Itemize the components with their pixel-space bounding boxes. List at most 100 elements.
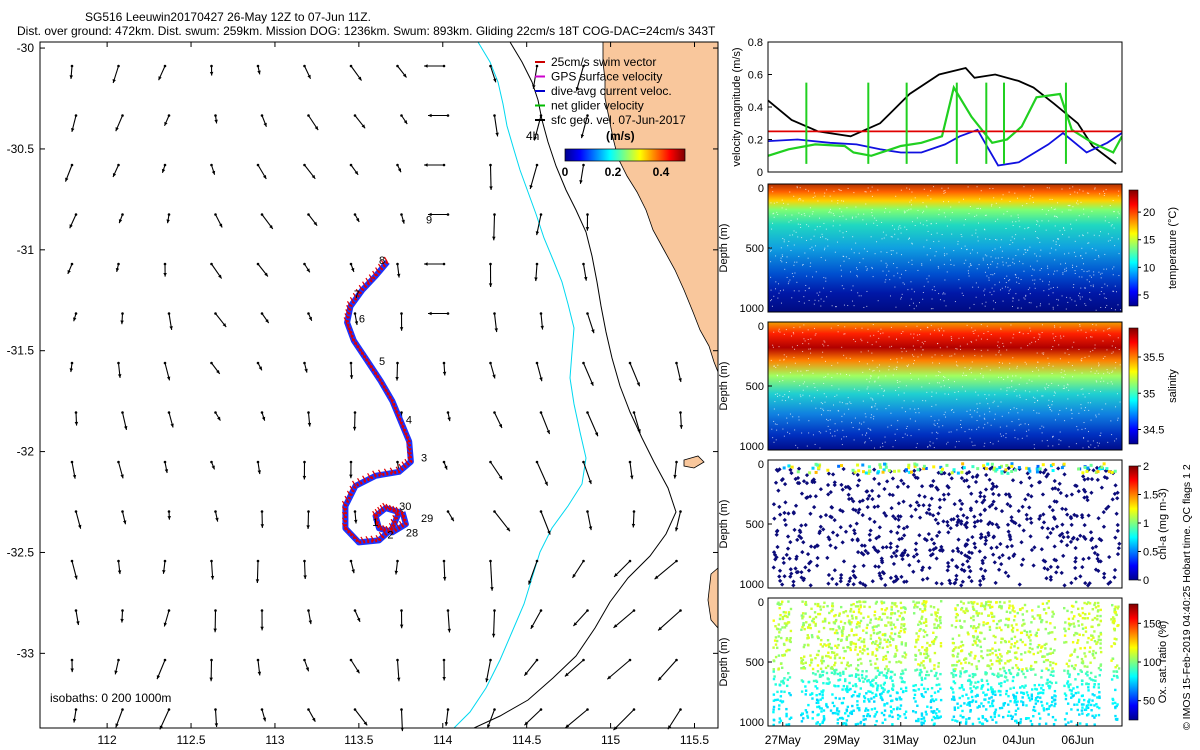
oxygen-sample xyxy=(1076,685,1079,689)
oxygen-sample xyxy=(1079,647,1082,650)
arrow-head xyxy=(572,573,576,578)
sample-dot xyxy=(944,393,946,395)
swim-vector xyxy=(365,277,370,284)
chla-sample xyxy=(957,498,963,503)
chla-sample xyxy=(991,534,997,539)
sample-dot xyxy=(773,295,775,297)
sample-dot xyxy=(788,390,790,392)
sample-dot xyxy=(802,264,804,266)
sample-dot xyxy=(847,403,849,405)
arrow-head xyxy=(314,126,319,131)
arrow-head xyxy=(490,587,494,591)
oxygen-sample xyxy=(849,610,852,613)
oxygen-sample xyxy=(1007,617,1011,621)
sample-dot xyxy=(843,260,845,262)
sample-dot xyxy=(1049,409,1051,411)
sample-dot xyxy=(1039,305,1041,307)
sample-dot xyxy=(876,224,878,226)
sample-dot xyxy=(1082,388,1084,390)
sample-dot xyxy=(871,212,873,214)
sample-dot xyxy=(896,380,898,382)
oxygen-sample xyxy=(1073,633,1076,637)
oxygen-sample xyxy=(1050,670,1053,673)
sample-dot xyxy=(770,202,772,204)
sample-dot xyxy=(962,337,964,339)
oxygen-sample xyxy=(1077,613,1081,616)
sample-dot xyxy=(989,238,991,240)
sample-dot xyxy=(926,278,928,280)
chla-sample xyxy=(1045,567,1050,572)
oxygen-sample xyxy=(990,663,994,666)
chla-sample xyxy=(905,524,910,529)
oxygen-sample xyxy=(923,607,927,611)
oxygen-sample xyxy=(1067,684,1070,687)
oxygen-sample xyxy=(1004,662,1007,665)
sample-dot xyxy=(889,295,891,297)
chla-sample xyxy=(1106,581,1111,586)
oxygen-sample xyxy=(1099,642,1102,645)
oxygen-sample xyxy=(854,675,858,678)
oxygen-sample xyxy=(862,715,865,718)
sample-dot xyxy=(1010,342,1012,344)
sample-dot xyxy=(789,279,791,281)
oxygen-sample xyxy=(1027,650,1030,653)
oxygen-sample xyxy=(973,601,976,604)
sample-dot xyxy=(865,416,867,418)
sample-dot xyxy=(928,382,930,384)
oxygen-sample xyxy=(899,687,903,691)
sample-dot xyxy=(931,432,933,434)
oxygen-sample xyxy=(852,684,855,688)
sample-dot xyxy=(1055,243,1057,245)
sample-dot xyxy=(882,395,884,397)
sample-dot xyxy=(857,213,859,215)
chla-sample xyxy=(785,546,791,551)
chla-sample xyxy=(929,496,934,501)
arrow-head xyxy=(492,374,496,379)
sample-dot xyxy=(1117,337,1119,339)
oxygen-sample xyxy=(882,683,886,686)
sample-dot xyxy=(823,195,825,197)
sample-dot xyxy=(774,393,776,395)
sample-dot xyxy=(1005,227,1007,229)
chla-surface-sample xyxy=(916,468,920,472)
chla-sample xyxy=(827,537,832,542)
map-y-axis: -30-30.5-31-31.5-32-32.5-33 xyxy=(7,41,718,660)
sample-dot xyxy=(872,370,874,372)
chla-sample xyxy=(804,480,810,486)
oxygen-sample xyxy=(955,664,958,667)
oxygen-sample xyxy=(874,666,877,670)
oxygen-sample xyxy=(858,708,861,712)
sample-dot xyxy=(1000,289,1002,291)
oxygen-sample xyxy=(829,709,833,712)
arrow-head xyxy=(399,624,404,629)
sample-dot xyxy=(814,328,816,330)
oxygen-sample xyxy=(842,697,845,700)
chla-sample xyxy=(846,485,851,490)
chla-surface-sample xyxy=(1085,469,1089,473)
sample-dot xyxy=(1023,253,1025,255)
sample-dot xyxy=(930,223,932,225)
oxygen-sample xyxy=(774,636,778,639)
oxygen-sample xyxy=(952,680,955,683)
sample-dot xyxy=(922,292,924,294)
sample-dot xyxy=(809,248,811,250)
sample-dot xyxy=(799,403,801,405)
chla-sample xyxy=(839,482,844,488)
sample-dot xyxy=(970,264,972,266)
oxygen-sample xyxy=(959,670,962,673)
sample-dot xyxy=(854,417,856,419)
chla-sample xyxy=(959,583,964,588)
oxygen-sample xyxy=(1091,699,1094,702)
sample-dot xyxy=(968,428,970,430)
oxygen-sample xyxy=(823,718,826,721)
sample-dot xyxy=(1088,409,1090,411)
sample-dot xyxy=(955,348,957,350)
oxygen-sample xyxy=(774,643,778,646)
oxygen-sample xyxy=(1014,700,1018,704)
chla-sample xyxy=(795,480,801,486)
chla-sample xyxy=(1029,547,1035,553)
sample-dot xyxy=(899,381,901,383)
oxygen-sample xyxy=(787,672,790,675)
sample-dot xyxy=(1104,253,1106,255)
chla-sample xyxy=(839,572,844,578)
